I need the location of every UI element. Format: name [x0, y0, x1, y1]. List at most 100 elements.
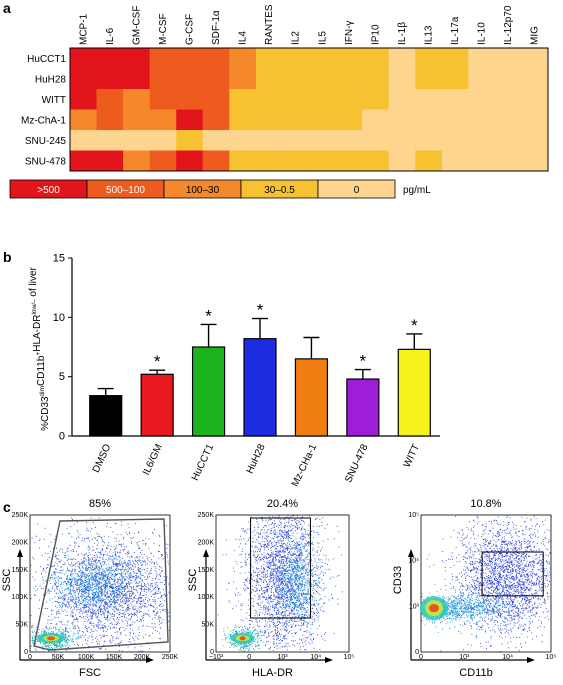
heatmap-cell-HuCCT1-IL-10 — [468, 48, 496, 69]
bar-HuH28 — [243, 338, 277, 437]
heatmap-cell-SNU-245-SDF-1α — [202, 130, 230, 151]
x-tick-label: −10³ — [209, 654, 224, 661]
y-tick-label: 200K — [198, 539, 215, 546]
heatmap-cell-SNU-478-IFN-γ — [335, 150, 363, 172]
heatmap-column-label: IL-17a — [450, 16, 461, 45]
heatmap-column-label: G-CSF — [185, 14, 196, 45]
heatmap-cell-SNU-478-IL-17a — [441, 150, 469, 172]
heatmap-cell-SNU-478-MIG — [521, 150, 549, 172]
heatmap-cell-WITT-IL-6 — [96, 89, 124, 110]
category-label: IL6/GM — [141, 443, 165, 477]
panel-letter-c: c — [3, 499, 11, 515]
heatmap-cell-Mz-ChA-1-IL4 — [229, 109, 257, 131]
y-axis-label-part: HLA-DR — [32, 315, 43, 352]
heatmap-cell-Mz-ChA-1-IL-6 — [96, 109, 124, 131]
y-tick-label: 250K — [198, 512, 215, 519]
y-axis-label: SSC — [1, 569, 13, 592]
heatmap-cell-WITT-MIG — [521, 89, 549, 110]
y-axis-label-part: %CD33 — [40, 396, 51, 431]
heatmap-cell-HuCCT1-RANTES — [255, 48, 283, 69]
heatmap-cell-HuCCT1-GM-CSF — [123, 48, 151, 69]
heatmap-cell-WITT-IL4 — [229, 89, 257, 110]
heatmap-border — [69, 47, 549, 172]
panel-letter-a: a — [3, 0, 11, 16]
heatmap-cell-WITT-RANTES — [255, 89, 283, 110]
heatmap-cell-HuH28-IFN-γ — [335, 68, 363, 90]
x-axis-arrowhead — [146, 657, 154, 663]
scatter-point-cloud — [267, 517, 332, 645]
heatmap-row-label: WITT — [42, 95, 66, 106]
y-tick-label: 5 — [59, 371, 65, 383]
heatmap-cell-Mz-ChA-1-GM-CSF — [123, 109, 151, 131]
category-label: Mz-CHa-1 — [290, 442, 319, 488]
heatmap-cell-WITT-IL2 — [282, 89, 310, 110]
flow-plot-3: 0 10³ 10⁴ 10⁵ 0 10³ 10⁴ 10⁵ CD11b CD33 10.8% — [392, 498, 556, 679]
x-tick-label: 10⁴ — [502, 654, 513, 661]
gate-percent: 85% — [89, 498, 111, 510]
heatmap-cell-SNU-478-IL5 — [309, 150, 336, 172]
scatter-point-cloud — [425, 515, 552, 653]
heatmap-cell-HuCCT1-IL-17a — [441, 48, 469, 69]
heatmap-cell-SNU-478-IL-6 — [96, 150, 124, 172]
significance-star: * — [257, 301, 264, 320]
significance-star: * — [360, 352, 367, 371]
heatmap-cell-SNU-245-G-CSF — [176, 130, 204, 151]
y-tick-label: 50K — [16, 622, 29, 629]
x-axis-label: HLA-DR — [252, 667, 293, 679]
gate-rectangle — [481, 551, 544, 597]
heatmap-cell-SNU-245-MIG — [521, 130, 549, 151]
heatmap-column-label: IP10 — [370, 24, 381, 45]
heatmap-cell-HuH28-MIG — [521, 68, 549, 90]
heatmap-column-label: IL-10 — [477, 22, 488, 45]
x-tick-label: 200K — [134, 654, 151, 661]
density-hotspot — [239, 636, 246, 641]
panel-letter-b: b — [3, 249, 12, 265]
heatmap-cell-SNU-245-MCP-1 — [70, 130, 97, 151]
y-axis-label-part: of liver — [28, 266, 39, 299]
y-tick-label: 0 — [415, 649, 419, 656]
y-tick-label: 0 — [59, 431, 65, 443]
heatmap-cell-WITT-MCP-1 — [70, 89, 97, 110]
heatmap-cell-HuH28-IL-1β — [388, 68, 416, 90]
x-tick-label: 50K — [52, 654, 65, 661]
x-tick-label: 250K — [162, 654, 179, 661]
heatmap-cell-SNU-478-M-CSF — [149, 150, 177, 172]
category-label: DMSO — [91, 442, 114, 474]
heatmap-cell-Mz-ChA-1-IL-1β — [388, 109, 416, 131]
heatmap-cell-WITT-SDF-1α — [202, 89, 230, 110]
heatmap-cell-SNU-478-MCP-1 — [70, 150, 97, 172]
heatmap-cell-SNU-245-IL-1β — [388, 130, 416, 151]
y-tick-label: 150K — [12, 567, 29, 574]
heatmap-cell-HuH28-M-CSF — [149, 68, 177, 90]
y-axis-label: %CD33dimCD11b+HLA-DRlow/– of liver — [28, 266, 51, 430]
bar-SNU-478 — [346, 378, 380, 437]
heatmap-cell-HuCCT1-IL13 — [415, 48, 443, 69]
heatmap-row-label: HuH28 — [35, 74, 67, 85]
x-tick-label: 10³ — [277, 654, 288, 661]
gate-polygon — [33, 518, 169, 651]
heatmap-cell-Mz-ChA-1-IP10 — [362, 109, 390, 131]
x-tick-label: 0 — [247, 654, 251, 661]
category-label: HuCCT1 — [190, 442, 217, 482]
y-axis-arrowhead — [408, 549, 414, 557]
y-axis-label: CD33 — [392, 566, 404, 594]
heatmap-cell-HuCCT1-MIG — [521, 48, 549, 69]
heatmap-cell-SNU-245-IFN-γ — [335, 130, 363, 151]
bar-HuCCT1 — [191, 346, 226, 437]
heatmap-cell-HuCCT1-IL5 — [309, 48, 336, 69]
heatmap-cell-HuCCT1-IL-12p70 — [494, 48, 522, 69]
y-axis-label-part: CD11b — [36, 355, 47, 386]
heatmap-cell-WITT-IP10 — [362, 89, 390, 110]
heatmap-cell-HuCCT1-IL4 — [229, 48, 257, 69]
y-tick-label: 250K — [12, 512, 29, 519]
x-axis-label: CD11b — [459, 667, 492, 679]
legend-label: 100–30 — [186, 185, 220, 196]
legend-label: >500 — [37, 185, 60, 196]
flow-cytometry-plots: 0 50K 100K 150K 200K 250K 0 50K 100K 150K 200K 250K… — [1, 498, 556, 679]
category-label: HuH28 — [245, 442, 268, 475]
heatmap-cell-SNU-245-GM-CSF — [123, 130, 151, 151]
bar-DMSO — [89, 395, 123, 437]
heatmap-cell-Mz-ChA-1-IL2 — [282, 109, 310, 131]
